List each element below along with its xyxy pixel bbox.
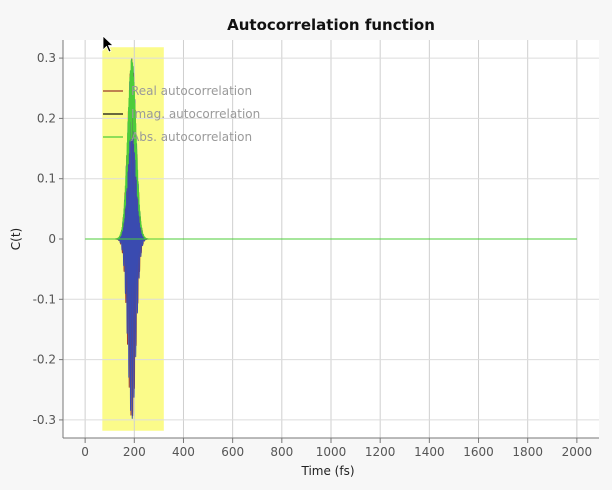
- x-tick-label: 600: [221, 445, 244, 459]
- y-tick-label: 0.3: [37, 51, 56, 65]
- y-axis-label: C(t): [9, 228, 23, 250]
- x-tick-label: 1200: [365, 445, 396, 459]
- y-tick-label: 0.2: [37, 111, 56, 125]
- x-tick-label: 400: [172, 445, 195, 459]
- y-tick-label: 0: [48, 232, 56, 246]
- legend-label-1: Imag. autocorrelation: [131, 107, 260, 121]
- x-axis-label: Time (fs): [300, 464, 354, 478]
- series-layer: [85, 58, 577, 419]
- x-tick-label: 0: [81, 445, 89, 459]
- x-tick-label: 1400: [414, 445, 445, 459]
- axes-layer: 0 200 400 600 800 1000 1200 1400 1600 1800 2000 -0.…: [33, 40, 599, 459]
- y-tick-label: -0.1: [33, 292, 56, 306]
- x-tick-label: 1800: [512, 445, 543, 459]
- y-tick-label: -0.3: [33, 413, 56, 427]
- y-tick-label: -0.2: [33, 353, 56, 367]
- x-tick-label: 2000: [562, 445, 593, 459]
- x-tick-label: 200: [123, 445, 146, 459]
- legend-label-2: Abs. autocorrelation: [131, 130, 252, 144]
- legend-label-0: Real autocorrelation: [131, 84, 252, 98]
- x-tick-label: 800: [270, 445, 293, 459]
- y-tick-label: 0.1: [37, 172, 56, 186]
- x-tick-label: 1600: [463, 445, 494, 459]
- mouse-pointer-icon: [102, 35, 115, 53]
- legend: Real autocorrelation Imag. autocorrelatio…: [103, 84, 260, 144]
- x-tick-label: 1000: [316, 445, 347, 459]
- chart-title: Autocorrelation function: [227, 16, 435, 34]
